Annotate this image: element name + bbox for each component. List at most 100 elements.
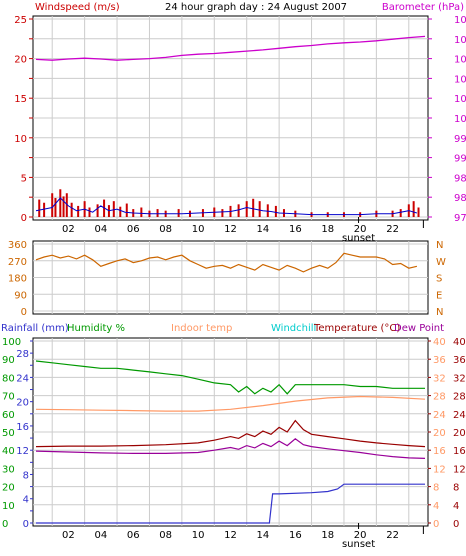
windspeed-bar xyxy=(96,204,99,217)
humidity-tick-label: 60 xyxy=(2,410,15,421)
indoor-temp-tick-label: 0 xyxy=(433,519,439,530)
barometer-tick-label: 995 xyxy=(454,134,466,145)
temperature-humidity-panel: Rainfall (mm) Humidity % Indoor temp Win… xyxy=(1,323,466,550)
windspeed-bar xyxy=(125,203,128,217)
windspeed-bar xyxy=(177,209,180,217)
barometer-axis-label: Barometer (hPa) xyxy=(382,2,464,13)
x-tick-label: 06 xyxy=(127,224,140,235)
barometer-tick-label: 990 xyxy=(454,154,466,165)
humidity-tick-label: 30 xyxy=(2,464,15,475)
windspeed-bar xyxy=(258,201,261,217)
windspeed-bar xyxy=(51,193,54,217)
windspeed-bar xyxy=(70,202,73,217)
compass-tick-label: W xyxy=(436,257,446,268)
temperature-tick-label: 36 xyxy=(453,355,466,366)
windspeed-bar xyxy=(88,207,91,217)
x-tick-label: 08 xyxy=(159,224,172,235)
windspeed-tick-label: 25 xyxy=(14,15,27,26)
compass-tick-label: E xyxy=(436,290,442,301)
windspeed-bar xyxy=(221,209,224,217)
barometer-tick-label: 980 xyxy=(454,193,466,204)
barometer-tick-label: 1025 xyxy=(454,15,466,26)
windspeed-bar xyxy=(112,201,115,217)
x-tick-label: 02 xyxy=(62,224,75,235)
barometer-line xyxy=(35,35,426,61)
rainfall-tick-label: 16 xyxy=(16,422,29,433)
windspeed-bar xyxy=(399,209,402,217)
compass-tick-label: S xyxy=(436,274,442,285)
x-tick-label: 12 xyxy=(224,530,237,541)
rainfall-tick-label: 28 xyxy=(16,349,29,360)
windspeed-bar xyxy=(119,206,122,217)
wind-barometer-panel: Windspeed (m/s) 24 hour graph day : 24 A… xyxy=(14,2,466,244)
windspeed-tick-label: 5 xyxy=(21,173,27,184)
windspeed-bar xyxy=(140,207,143,217)
temperature-line xyxy=(35,419,426,448)
x-tick-label: 12 xyxy=(224,224,237,235)
x-tick-label: 02 xyxy=(62,530,75,541)
x-tick-label: 08 xyxy=(159,530,172,541)
windspeed-bar xyxy=(156,209,159,217)
windspeed-tick-label: 0 xyxy=(21,213,27,224)
legend-temperature: Temperature (°C) xyxy=(313,323,400,334)
windspeed-bar xyxy=(54,197,57,217)
humidity-tick-label: 90 xyxy=(2,355,15,366)
temperature-tick-label: 0 xyxy=(453,519,459,530)
sunset-label: sunset xyxy=(342,539,375,550)
windspeed-bar xyxy=(62,196,65,217)
indoor-temp-tick-label: 40 xyxy=(433,337,446,348)
indoor-temp-line xyxy=(35,395,426,412)
x-tick-label: 16 xyxy=(289,224,302,235)
x-tick-label: 10 xyxy=(192,224,205,235)
legend-humidity: Humidity % xyxy=(67,323,125,334)
x-tick-label: 10 xyxy=(192,530,205,541)
wind-direction-tick-label: 90 xyxy=(14,290,27,301)
windspeed-bar xyxy=(59,189,62,217)
humidity-tick-label: 100 xyxy=(2,337,21,348)
sunset-label: sunset xyxy=(342,233,375,244)
barometer-tick-label: 975 xyxy=(454,213,466,224)
x-tick-label: 20 xyxy=(354,530,367,541)
windspeed-tick-label: 15 xyxy=(14,94,27,105)
x-tick-label: 04 xyxy=(94,530,107,541)
barometer-tick-label: 985 xyxy=(454,173,466,184)
rainfall-tick-label: 0 xyxy=(23,519,29,530)
x-tick-label: 18 xyxy=(321,224,334,235)
indoor-temp-tick-label: 8 xyxy=(433,483,439,494)
indoor-temp-tick-label: 24 xyxy=(433,410,446,421)
windspeed-bar xyxy=(38,199,41,217)
x-tick-label: 16 xyxy=(289,530,302,541)
indoor-temp-tick-label: 32 xyxy=(433,373,446,384)
windspeed-bar xyxy=(417,207,420,217)
x-tick-label: 22 xyxy=(386,530,399,541)
x-tick-label: 04 xyxy=(94,224,107,235)
rainfall-tick-label: 4 xyxy=(23,495,29,506)
graph-title: 24 hour graph day : 24 August 2007 xyxy=(165,2,347,13)
indoor-temp-tick-label: 28 xyxy=(433,392,446,403)
legend-rainfall: Rainfall (mm) xyxy=(1,323,69,334)
windspeed-tick-label: 20 xyxy=(14,55,27,66)
temperature-tick-label: 40 xyxy=(453,337,466,348)
windspeed-axis-label: Windspeed (m/s) xyxy=(35,2,120,13)
windspeed-bar xyxy=(43,202,46,217)
humidity-tick-label: 80 xyxy=(2,373,15,384)
windspeed-bar xyxy=(77,205,80,217)
wind-direction-tick-label: 360 xyxy=(8,240,27,251)
wind-direction-panel: 0 N 90 E 180 S 270 W 360 N xyxy=(8,240,446,318)
windspeed-bar xyxy=(245,201,248,217)
humidity-tick-label: 20 xyxy=(2,483,15,494)
legend-windchill: Windchill xyxy=(271,323,316,334)
x-tick-label: 06 xyxy=(127,530,140,541)
humidity-tick-label: 70 xyxy=(2,392,15,403)
indoor-temp-tick-label: 36 xyxy=(433,355,446,366)
x-tick-label: 22 xyxy=(386,224,399,235)
temperature-tick-label: 28 xyxy=(453,392,466,403)
windspeed-bar xyxy=(412,201,415,217)
legend-indoor-temp: Indoor temp xyxy=(171,323,232,334)
temperature-tick-label: 4 xyxy=(453,501,459,512)
temperature-tick-label: 20 xyxy=(453,428,466,439)
temperature-tick-label: 32 xyxy=(453,373,466,384)
